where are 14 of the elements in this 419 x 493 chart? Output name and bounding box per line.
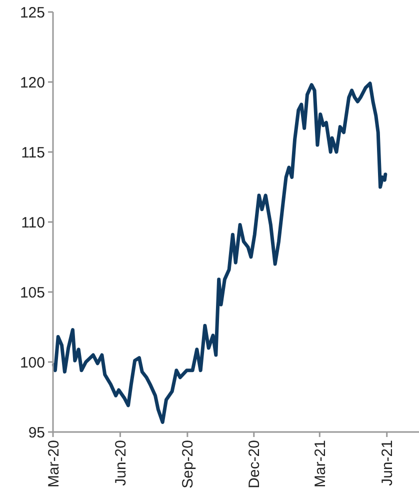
x-tick-label: Jun-20	[112, 440, 130, 486]
x-tick-label: Mar-21	[312, 440, 329, 488]
x-tick-label: Jun-21	[379, 440, 396, 486]
y-tick-label: 115	[21, 144, 45, 162]
y-tick-label: 110	[21, 214, 45, 232]
y-tick-label: 120	[20, 74, 45, 92]
y-tick-label: 95	[28, 424, 45, 442]
x-tick-label: Sep-20	[180, 440, 197, 488]
y-tick-label: 125	[20, 4, 45, 22]
line-series	[52, 82, 388, 424]
x-tick-label: Dec-20	[246, 440, 264, 488]
x-tick-label: Mar-20	[45, 440, 62, 488]
y-tick-label: 105	[20, 284, 45, 302]
y-tick-label: 100	[20, 354, 45, 372]
